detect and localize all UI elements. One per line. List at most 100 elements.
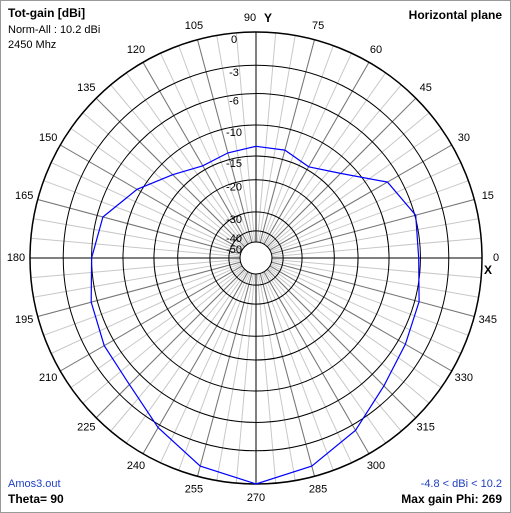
fine-spoke <box>260 45 334 244</box>
fine-spoke <box>235 32 256 243</box>
fine-spoke <box>258 35 296 243</box>
fine-spoke <box>178 45 252 244</box>
gain-curve <box>90 145 420 485</box>
fine-spoke <box>235 273 256 484</box>
angle-tick-label: 225 <box>77 422 95 434</box>
angle-grid-line <box>263 62 370 245</box>
angle-grid-line <box>269 144 452 251</box>
angle-grid-line <box>60 265 243 372</box>
angle-grid-line <box>95 97 246 248</box>
ring-label: -50 <box>226 244 242 256</box>
angle-grid-line <box>37 199 241 255</box>
angle-grid-line <box>263 271 370 454</box>
theta: Theta= 90 <box>8 492 64 506</box>
angle-grid-line <box>266 268 417 419</box>
fine-spoke <box>110 269 247 432</box>
fine-spoke <box>125 72 248 246</box>
fine-spoke <box>160 52 250 244</box>
fine-spoke <box>110 84 247 247</box>
angle-tick-label: 30 <box>458 132 470 144</box>
fine-spoke <box>271 218 479 256</box>
fine-spoke <box>70 266 244 389</box>
ring <box>153 155 359 361</box>
ring-label: -15 <box>226 158 242 170</box>
ring-label: -30 <box>226 214 242 226</box>
angle-tick-label: 300 <box>367 460 385 472</box>
fine-spoke <box>33 218 241 256</box>
fine-spoke <box>270 264 462 354</box>
fine-spoke <box>256 273 277 484</box>
angle-grid-line <box>269 265 452 372</box>
fine-spoke <box>178 272 252 471</box>
angle-grid-line <box>95 268 246 419</box>
fine-spoke <box>125 270 248 444</box>
fine-spoke <box>267 112 430 249</box>
fine-spoke <box>271 237 482 258</box>
angle-grid-line <box>271 199 475 255</box>
ring-label: -40 <box>226 233 242 245</box>
angle-grid-line <box>197 39 253 243</box>
angle-tick-label: 60 <box>370 44 382 56</box>
angle-grid-line <box>142 62 249 245</box>
angle-grid-line <box>37 261 241 317</box>
ring-label: -20 <box>226 182 242 194</box>
fine-spoke <box>70 127 244 250</box>
angle-tick-label: 180 <box>7 252 25 264</box>
angle-tick-label: 150 <box>39 132 57 144</box>
angle-tick-label: 270 <box>247 492 265 504</box>
angle-tick-label: 285 <box>309 484 327 496</box>
angle-tick-label: 165 <box>15 190 33 202</box>
plane: Horizontal plane <box>409 8 503 22</box>
fine-spoke <box>268 266 442 389</box>
fine-spoke <box>267 267 430 404</box>
fine-spoke <box>262 52 352 244</box>
y-axis-label: Y <box>264 11 272 25</box>
fine-spoke <box>50 162 242 252</box>
frequency: 2450 Mhz <box>8 39 56 51</box>
ring <box>62 64 450 452</box>
fine-spoke <box>270 180 469 254</box>
title: Tot-gain [dBi] <box>8 6 85 20</box>
fine-spoke <box>265 84 402 247</box>
fine-spoke <box>160 272 250 464</box>
angle-grid-line <box>259 273 315 477</box>
fine-spoke <box>271 260 479 298</box>
angle-grid-line <box>60 144 243 251</box>
fine-spoke <box>264 72 387 246</box>
angle-grid-line <box>197 273 253 477</box>
angle-tick-label: 15 <box>482 190 494 202</box>
angle-tick-label: 210 <box>39 372 57 384</box>
angle-tick-label: 315 <box>417 422 435 434</box>
angle-tick-label: 75 <box>312 20 324 32</box>
fine-spoke <box>82 267 245 404</box>
range-text: -4.8 < dBi < 10.2 <box>421 478 502 490</box>
fine-spoke <box>82 112 245 249</box>
fine-spoke <box>270 162 462 252</box>
angle-grid-line <box>142 271 249 454</box>
ring-label: -10 <box>226 127 242 139</box>
angle-tick-label: 255 <box>185 484 203 496</box>
ring <box>209 211 303 305</box>
norm: Norm-All : 10.2 dBi <box>8 24 100 36</box>
fine-spoke <box>30 237 241 258</box>
angle-grid-line <box>266 97 417 248</box>
angle-tick-label: 195 <box>15 314 33 326</box>
fine-spoke <box>265 269 402 432</box>
fine-spoke <box>256 32 277 243</box>
fine-spoke <box>258 273 296 481</box>
ring <box>177 179 335 337</box>
angle-tick-label: 90 <box>244 12 256 24</box>
fine-spoke <box>30 258 241 279</box>
angle-grid-line <box>271 261 475 317</box>
fine-spoke <box>262 272 352 464</box>
angle-tick-label: 330 <box>455 372 473 384</box>
angle-tick-label: 135 <box>77 82 95 94</box>
fine-spoke <box>43 262 242 336</box>
ring <box>228 230 284 286</box>
fine-spoke <box>43 180 242 254</box>
fine-spoke <box>216 273 254 481</box>
ring-label: 0 <box>231 34 237 46</box>
file: Amos3.out <box>8 478 61 490</box>
angle-tick-label: 120 <box>127 44 145 56</box>
